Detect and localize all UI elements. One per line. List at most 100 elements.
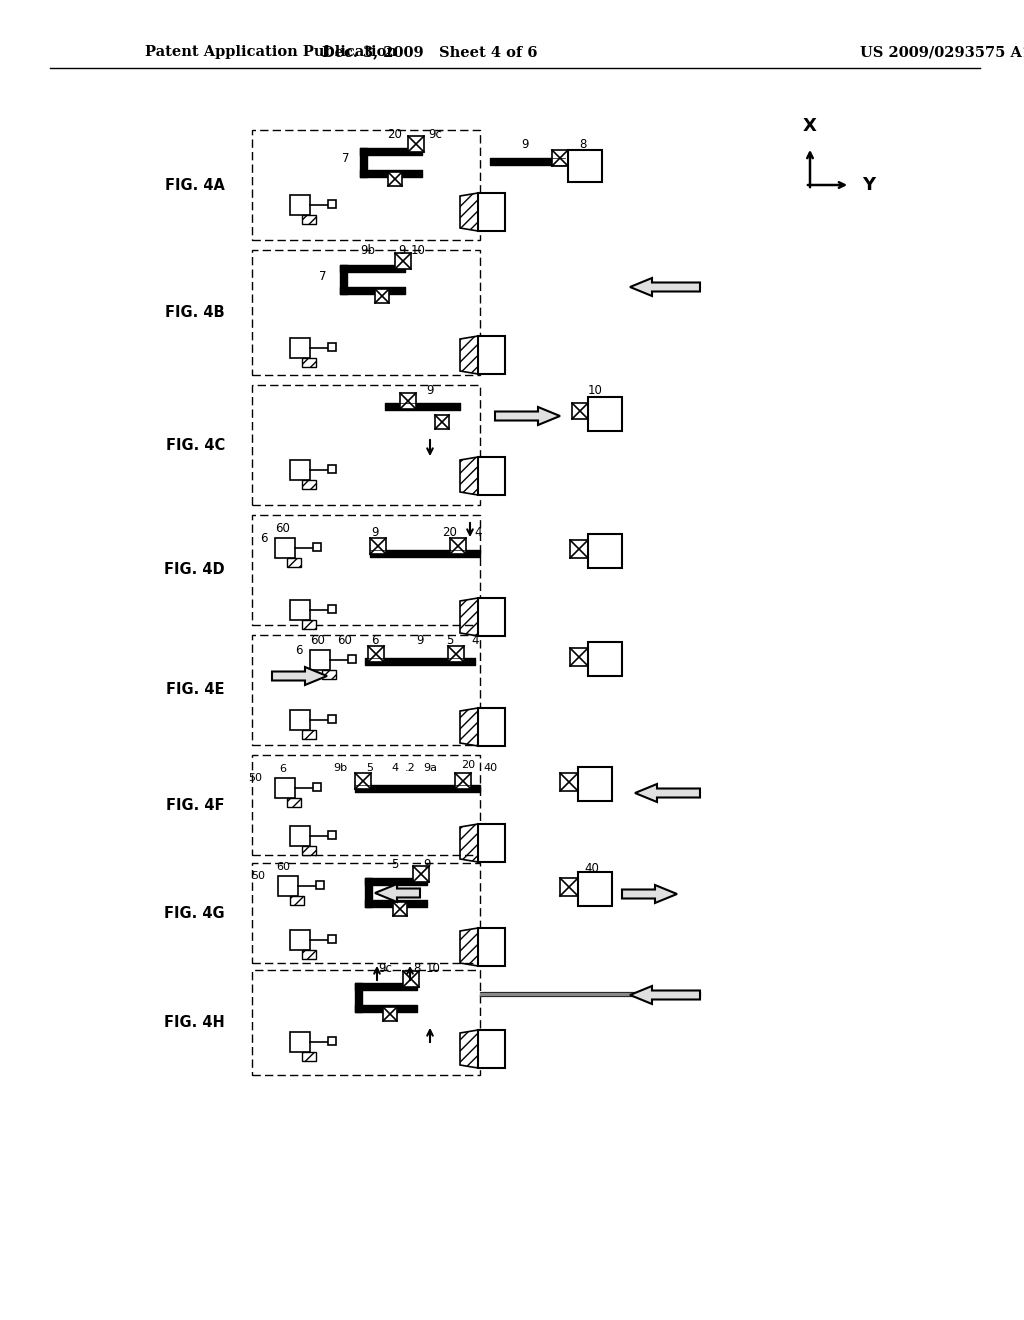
Bar xyxy=(395,253,411,269)
Bar xyxy=(302,215,316,224)
Text: 4: 4 xyxy=(391,763,398,774)
Text: FIG. 4C: FIG. 4C xyxy=(166,437,225,453)
Bar xyxy=(322,671,336,678)
Text: 9c: 9c xyxy=(428,128,442,140)
Bar xyxy=(478,457,505,495)
Text: 60: 60 xyxy=(275,521,291,535)
Bar xyxy=(478,928,505,966)
Bar xyxy=(478,598,505,636)
Bar xyxy=(413,866,429,882)
Text: 60: 60 xyxy=(310,635,326,648)
Text: 9b: 9b xyxy=(360,244,376,257)
Text: 9a: 9a xyxy=(423,763,437,774)
Bar xyxy=(252,635,480,744)
Bar xyxy=(383,1007,397,1020)
Bar xyxy=(408,136,424,152)
Bar xyxy=(313,543,321,550)
Polygon shape xyxy=(272,667,327,685)
Bar xyxy=(435,414,449,429)
Bar xyxy=(388,172,402,186)
Bar xyxy=(400,393,416,409)
Bar xyxy=(302,846,316,855)
Bar xyxy=(478,193,505,231)
Text: Patent Application Publication: Patent Application Publication xyxy=(145,45,397,59)
Text: 50: 50 xyxy=(248,774,262,783)
Text: FIG. 4E: FIG. 4E xyxy=(167,682,225,697)
Polygon shape xyxy=(635,784,700,803)
Bar xyxy=(328,935,336,942)
Bar xyxy=(313,783,321,791)
Text: 10: 10 xyxy=(426,962,440,975)
Bar xyxy=(275,777,295,799)
Text: 5: 5 xyxy=(391,858,398,870)
Bar xyxy=(252,129,480,240)
Bar xyxy=(252,385,480,506)
Text: 6: 6 xyxy=(296,644,303,656)
Bar xyxy=(290,931,310,950)
Text: 9: 9 xyxy=(416,635,424,648)
Bar xyxy=(290,710,310,730)
Bar xyxy=(578,767,612,801)
Text: 60: 60 xyxy=(276,862,290,873)
Bar xyxy=(588,535,622,568)
Text: Y: Y xyxy=(862,176,876,194)
Text: 9: 9 xyxy=(426,384,434,396)
Bar xyxy=(287,799,301,807)
Text: Dec. 3, 2009   Sheet 4 of 6: Dec. 3, 2009 Sheet 4 of 6 xyxy=(323,45,538,59)
Text: FIG. 4F: FIG. 4F xyxy=(167,797,225,813)
Text: 50: 50 xyxy=(251,871,265,880)
Text: 20: 20 xyxy=(442,527,458,540)
Bar xyxy=(328,201,336,209)
Bar xyxy=(310,649,330,671)
Bar xyxy=(302,1052,316,1061)
Bar xyxy=(449,645,464,663)
Bar xyxy=(370,539,386,554)
Text: FIG. 4D: FIG. 4D xyxy=(165,562,225,578)
Bar xyxy=(328,343,336,351)
Bar xyxy=(572,403,588,418)
Bar xyxy=(252,970,480,1074)
Bar xyxy=(287,558,301,568)
Bar xyxy=(355,774,371,789)
Bar xyxy=(275,539,295,558)
Bar xyxy=(478,708,505,746)
Bar xyxy=(560,774,578,791)
Bar xyxy=(328,605,336,612)
Polygon shape xyxy=(630,986,700,1005)
Bar xyxy=(588,642,622,676)
Bar xyxy=(290,459,310,480)
Bar xyxy=(578,873,612,906)
Text: FIG. 4B: FIG. 4B xyxy=(165,305,225,319)
Text: FIG. 4A: FIG. 4A xyxy=(165,177,225,193)
Bar xyxy=(302,730,316,739)
Bar xyxy=(252,515,480,624)
Polygon shape xyxy=(375,884,420,902)
Text: 9: 9 xyxy=(372,527,379,540)
Polygon shape xyxy=(630,279,700,296)
Text: 6: 6 xyxy=(280,764,287,774)
Text: .2: .2 xyxy=(404,763,416,774)
Bar xyxy=(290,195,310,215)
Text: 60: 60 xyxy=(338,635,352,648)
Bar xyxy=(328,465,336,473)
Bar xyxy=(393,902,407,916)
Bar xyxy=(252,863,480,964)
Bar xyxy=(568,150,602,182)
Text: 40: 40 xyxy=(585,862,599,874)
Text: 10: 10 xyxy=(411,244,425,257)
Text: FIG. 4H: FIG. 4H xyxy=(164,1015,225,1030)
Bar xyxy=(348,655,356,663)
Text: 9c: 9c xyxy=(378,962,392,975)
Text: 4: 4 xyxy=(471,635,479,648)
Text: 4: 4 xyxy=(474,527,481,540)
Text: 9b: 9b xyxy=(333,763,347,774)
Polygon shape xyxy=(622,884,677,903)
Bar xyxy=(478,1030,505,1068)
Text: 20: 20 xyxy=(387,128,402,140)
Text: X: X xyxy=(803,117,817,135)
Bar xyxy=(450,539,466,554)
Text: US 2009/0293575 A1: US 2009/0293575 A1 xyxy=(860,45,1024,59)
Text: 9: 9 xyxy=(521,139,528,152)
Bar xyxy=(290,896,304,906)
Text: 7: 7 xyxy=(342,153,350,165)
